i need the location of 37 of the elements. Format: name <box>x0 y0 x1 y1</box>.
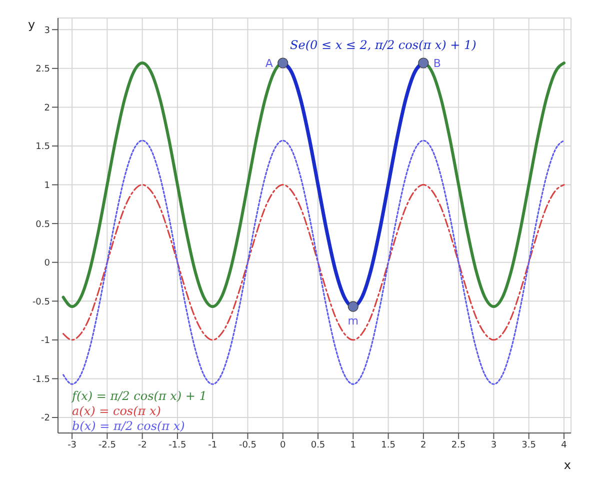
y-tick-label: -2 <box>41 414 50 424</box>
x-tick-label: -1 <box>208 440 218 450</box>
y-tick-label: -1.5 <box>32 374 50 385</box>
y-tick-label: 2.5 <box>36 64 50 75</box>
x-tick-label: -3 <box>68 440 77 450</box>
x-tick-label: 1.5 <box>381 440 396 450</box>
text: f(x) = π/2 cos(π x) + 1 <box>70 389 208 403</box>
y-tick-label: 1 <box>44 180 50 191</box>
x-tick-label: -0.5 <box>238 440 257 450</box>
x-tick-label: 4 <box>561 440 568 450</box>
y-tick-label: 3 <box>44 26 50 36</box>
line-series <box>62 140 565 385</box>
y-tick-label: 0.5 <box>36 220 50 230</box>
y-tick-label: 2 <box>44 103 50 114</box>
text: a(x) = cos(π x) <box>71 404 162 418</box>
x-tick-label: 1 <box>350 440 356 450</box>
y-tick-label: -1 <box>41 336 50 346</box>
y-tick-label: -0.5 <box>32 297 50 308</box>
x-tick-label: -1.5 <box>168 440 186 450</box>
x-tick-label: -2.5 <box>98 440 116 450</box>
x-tick-label: 3 <box>490 440 497 450</box>
x-axis-title: x <box>564 458 571 472</box>
x-tick-label: 3.5 <box>522 440 536 450</box>
line-series <box>62 184 565 341</box>
text: b(x) = π/2 cos(π x) <box>71 419 186 433</box>
series-label: Se(0 ≤ x ≤ 2, π/2 cos(π x) + 1) <box>289 38 478 52</box>
x-tick-label: -2 <box>138 440 147 450</box>
y-axis-title: y <box>28 18 36 32</box>
annotation: m <box>348 314 359 328</box>
annotation: B <box>433 56 441 70</box>
y-tick-label: 1.5 <box>36 142 50 152</box>
x-tick-label: 0.5 <box>310 440 326 450</box>
x-tick-label: 2 <box>420 440 426 450</box>
x-tick-label: 2.5 <box>451 440 466 450</box>
annotation: A <box>265 56 274 70</box>
x-tick-label: 0 <box>280 440 286 450</box>
y-tick-label: 0 <box>44 258 50 269</box>
